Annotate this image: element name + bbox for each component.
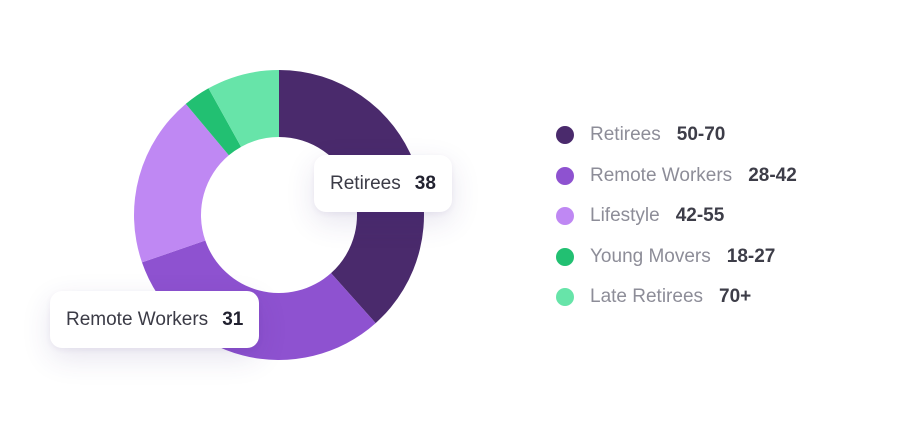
legend-label: Late Retirees (590, 286, 704, 308)
legend-label: Remote Workers (590, 164, 733, 186)
legend-range: 70+ (719, 286, 752, 308)
legend-label: Young Movers (590, 245, 711, 267)
legend-range: 50-70 (676, 124, 726, 146)
chart-legend: Retirees 50-70 Remote Workers 28-42 Life… (556, 115, 797, 318)
tooltip-remote-workers: Remote Workers 31 (50, 291, 260, 348)
legend-item-young-movers[interactable]: Young Movers 18-27 (556, 237, 797, 278)
tooltip-retirees: Retirees 38 (314, 155, 452, 212)
legend-swatch (556, 126, 574, 145)
legend-range: 18-27 (726, 245, 776, 267)
legend-swatch (556, 247, 574, 266)
legend-range: 28-42 (748, 164, 797, 186)
tooltip-remote-workers-label: Remote Workers (66, 308, 209, 330)
legend-label: Lifestyle (590, 205, 660, 227)
donut-slice-retirees[interactable] (279, 70, 425, 324)
legend-item-late-retirees[interactable]: Late Retirees 70+ (556, 277, 797, 318)
donut-slice-young-movers[interactable] (185, 88, 242, 156)
legend-swatch (556, 207, 574, 226)
legend-range: 42-55 (675, 205, 725, 227)
legend-swatch (556, 288, 574, 307)
tooltip-retirees-value: 38 (414, 172, 436, 194)
tooltip-remote-workers-value: 31 (222, 308, 244, 330)
tooltip-retirees-label: Retirees (330, 172, 401, 194)
legend-item-lifestyle[interactable]: Lifestyle 42-55 (556, 196, 797, 237)
legend-item-retirees[interactable]: Retirees 50-70 (556, 115, 797, 156)
legend-swatch (556, 166, 574, 185)
donut-slice-lifestyle[interactable] (133, 103, 229, 263)
donut-slice-late-retirees[interactable] (208, 70, 279, 147)
legend-label: Retirees (590, 124, 661, 146)
legend-item-remote-workers[interactable]: Remote Workers 28-42 (556, 156, 797, 197)
